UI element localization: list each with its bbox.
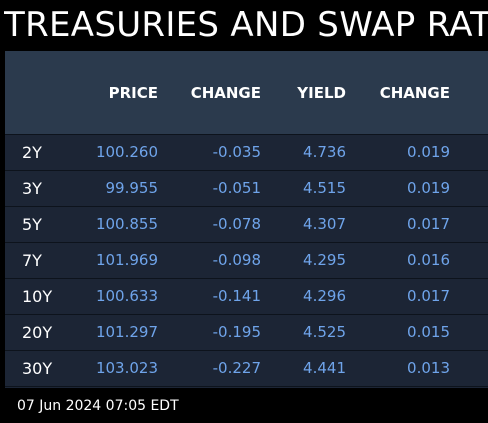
- tenor-label: 3Y: [22, 179, 42, 198]
- timestamp: 07 Jun 2024 07:05 EDT: [17, 398, 179, 414]
- yield-value: 4.515: [303, 179, 346, 197]
- tenor-label: 7Y: [22, 251, 42, 270]
- yield-value: 4.441: [303, 359, 346, 377]
- price-value: 100.855: [95, 215, 158, 233]
- yield-value: 4.295: [303, 251, 346, 269]
- price-value: 103.023: [95, 359, 158, 377]
- price-change-value: -0.141: [212, 287, 261, 305]
- yield-change-value: 0.015: [407, 323, 450, 341]
- tenor-label: 5Y: [22, 215, 42, 234]
- table-row: 20Y 101.297 -0.195 4.525 0.015: [5, 315, 488, 351]
- price-change-value: -0.098: [212, 251, 261, 269]
- column-header-yield-change: CHANGE: [379, 84, 450, 102]
- table-row: 10Y 100.633 -0.141 4.296 0.017: [5, 279, 488, 315]
- yield-change-value: 0.019: [407, 143, 450, 161]
- price-value: 100.633: [95, 287, 158, 305]
- column-header-price-change: CHANGE: [190, 84, 261, 102]
- yield-value: 4.296: [303, 287, 346, 305]
- price-change-value: -0.195: [212, 323, 261, 341]
- price-value: 100.260: [95, 143, 158, 161]
- column-header-yield: YIELD: [297, 84, 346, 102]
- yield-change-value: 0.017: [407, 215, 450, 233]
- tenor-label: 2Y: [22, 143, 42, 162]
- table-row: 5Y 100.855 -0.078 4.307 0.017: [5, 207, 488, 243]
- price-value: 101.969: [95, 251, 158, 269]
- rates-table: PRICE CHANGE YIELD CHANGE 2Y 100.260 -0.…: [5, 51, 488, 388]
- price-change-value: -0.051: [212, 179, 261, 197]
- table-row: 30Y 103.023 -0.227 4.441 0.013: [5, 351, 488, 387]
- tenor-label: 10Y: [22, 287, 53, 306]
- tenor-label: 30Y: [22, 359, 53, 378]
- table-row: 2Y 100.260 -0.035 4.736 0.019: [5, 135, 488, 171]
- yield-value: 4.736: [303, 143, 346, 161]
- yield-value: 4.525: [303, 323, 346, 341]
- table-row: 3Y 99.955 -0.051 4.515 0.019: [5, 171, 488, 207]
- yield-change-value: 0.019: [407, 179, 450, 197]
- yield-change-value: 0.017: [407, 287, 450, 305]
- price-value: 101.297: [95, 323, 158, 341]
- column-header-price: PRICE: [108, 84, 158, 102]
- table-header: PRICE CHANGE YIELD CHANGE: [5, 51, 488, 135]
- price-change-value: -0.227: [212, 359, 261, 377]
- page-title: TREASURIES AND SWAP RAT: [4, 5, 488, 45]
- yield-change-value: 0.016: [407, 251, 450, 269]
- yield-value: 4.307: [303, 215, 346, 233]
- yield-change-value: 0.013: [407, 359, 450, 377]
- price-change-value: -0.078: [212, 215, 261, 233]
- price-value: 99.955: [105, 179, 159, 197]
- tenor-label: 20Y: [22, 323, 53, 342]
- table-row: 7Y 101.969 -0.098 4.295 0.016: [5, 243, 488, 279]
- price-change-value: -0.035: [212, 143, 261, 161]
